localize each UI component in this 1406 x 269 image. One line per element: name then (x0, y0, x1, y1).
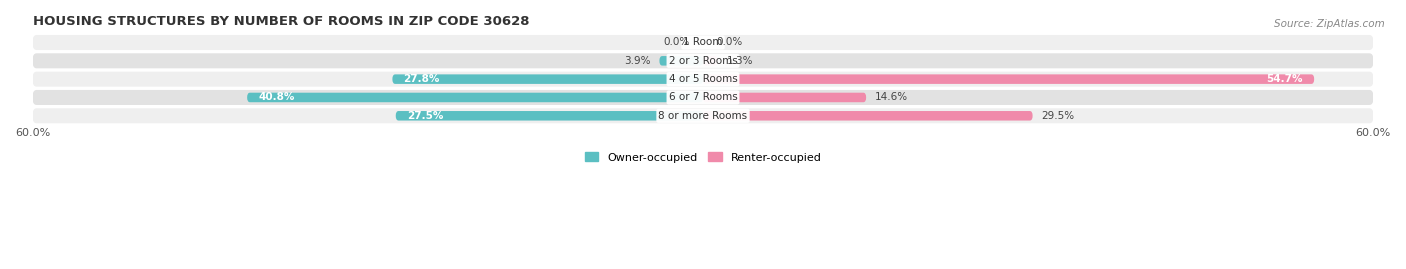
FancyBboxPatch shape (703, 111, 1032, 121)
FancyBboxPatch shape (703, 74, 1315, 84)
FancyBboxPatch shape (32, 53, 1374, 68)
Text: 3.9%: 3.9% (624, 56, 651, 66)
FancyBboxPatch shape (703, 93, 866, 102)
FancyBboxPatch shape (247, 93, 703, 102)
Text: 14.6%: 14.6% (875, 93, 908, 102)
Text: 4 or 5 Rooms: 4 or 5 Rooms (669, 74, 737, 84)
Text: Source: ZipAtlas.com: Source: ZipAtlas.com (1274, 19, 1385, 29)
FancyBboxPatch shape (395, 111, 703, 121)
FancyBboxPatch shape (703, 56, 717, 66)
Text: 27.8%: 27.8% (404, 74, 440, 84)
Text: HOUSING STRUCTURES BY NUMBER OF ROOMS IN ZIP CODE 30628: HOUSING STRUCTURES BY NUMBER OF ROOMS IN… (32, 15, 529, 28)
FancyBboxPatch shape (32, 90, 1374, 105)
Text: 54.7%: 54.7% (1267, 74, 1303, 84)
Text: 1.3%: 1.3% (727, 56, 754, 66)
Text: 8 or more Rooms: 8 or more Rooms (658, 111, 748, 121)
FancyBboxPatch shape (32, 108, 1374, 123)
Text: 0.0%: 0.0% (664, 37, 689, 48)
Legend: Owner-occupied, Renter-occupied: Owner-occupied, Renter-occupied (581, 148, 825, 167)
Text: 27.5%: 27.5% (406, 111, 443, 121)
Text: 1 Room: 1 Room (683, 37, 723, 48)
FancyBboxPatch shape (659, 56, 703, 66)
Text: 0.0%: 0.0% (717, 37, 742, 48)
FancyBboxPatch shape (32, 72, 1374, 87)
Text: 40.8%: 40.8% (259, 93, 295, 102)
FancyBboxPatch shape (32, 35, 1374, 50)
Text: 29.5%: 29.5% (1042, 111, 1074, 121)
Text: 2 or 3 Rooms: 2 or 3 Rooms (669, 56, 737, 66)
FancyBboxPatch shape (392, 74, 703, 84)
Text: 6 or 7 Rooms: 6 or 7 Rooms (669, 93, 737, 102)
